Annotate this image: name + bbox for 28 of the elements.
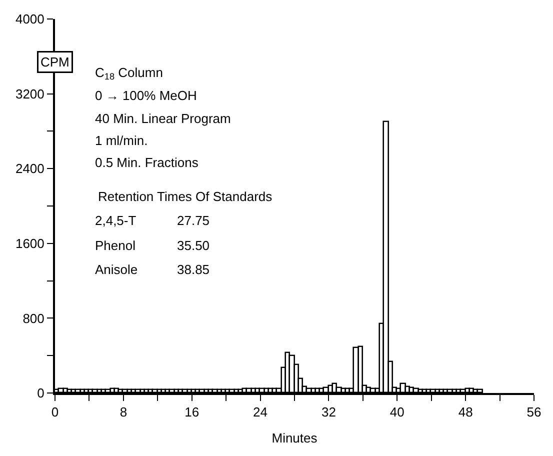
annotation: 2,4,5-T	[95, 213, 136, 228]
x-axis-title: Minutes	[272, 430, 318, 446]
annotation: 1 ml/min.	[95, 133, 148, 148]
x-tick-label: 24	[253, 404, 268, 420]
x-tick-label: 8	[120, 404, 128, 420]
y-tick-label: 0	[37, 386, 44, 401]
annotation: 0.5 Min. Fractions	[95, 155, 199, 170]
annotation: 27.75	[177, 213, 210, 228]
y-tick-label: 4000	[15, 12, 44, 27]
x-tick-label: 56	[526, 404, 542, 420]
y-axis-title: CPM	[40, 54, 70, 70]
annotation: C$_{18}$ Column	[95, 65, 163, 82]
annotation: Anisole	[95, 262, 138, 277]
annotation: 38.85	[177, 262, 210, 277]
annotation: 35.50	[177, 238, 210, 253]
x-tick-label: 16	[184, 404, 200, 420]
y-tick-label: 3200	[15, 86, 44, 102]
annotation: 0 → 100% MeOH	[95, 88, 197, 103]
x-tick-label: 32	[321, 404, 336, 420]
y-tick-label: 2400	[15, 161, 44, 176]
x-tick-label: 48	[458, 404, 473, 420]
x-tick-label: 0	[51, 404, 59, 420]
y-tick-label: 800	[22, 310, 44, 326]
annotation: Retention Times Of Standards	[98, 189, 273, 204]
x-tick-label: 40	[390, 404, 404, 420]
annotation: Phenol	[95, 238, 136, 253]
y-tick-label: 1600	[15, 236, 44, 251]
annotation: 40 Min. Linear Program	[95, 111, 231, 126]
